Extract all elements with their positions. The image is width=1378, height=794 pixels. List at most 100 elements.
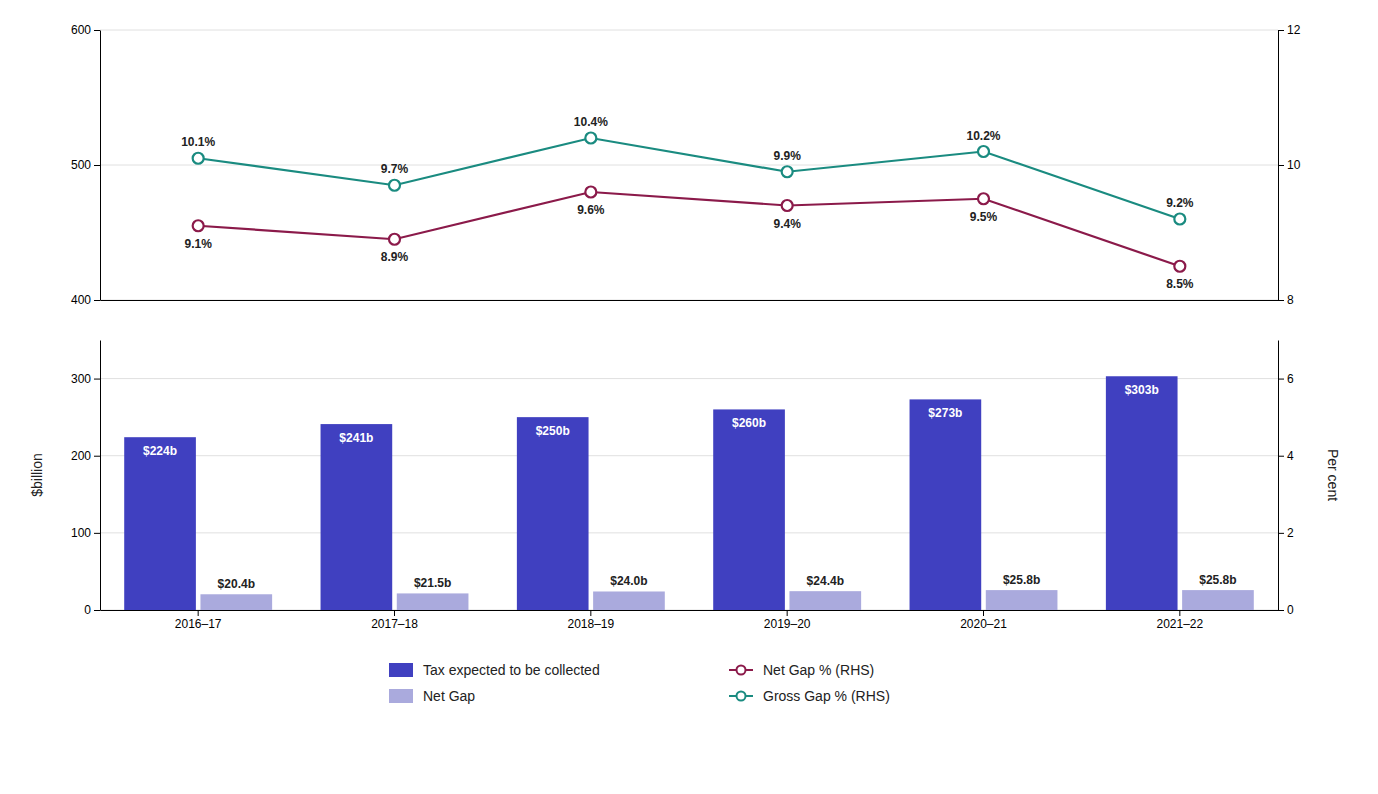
- tick-mark: [94, 456, 100, 457]
- marker: [389, 180, 400, 191]
- data-label: $24.0b: [610, 574, 647, 588]
- bar: [910, 399, 982, 610]
- legend-item: Net Gap: [389, 688, 475, 704]
- grid: [100, 379, 1278, 610]
- tick-label: 300: [71, 372, 91, 386]
- tick: 6: [1278, 372, 1294, 386]
- tick-label: 6: [1287, 372, 1294, 386]
- legend-swatch: [389, 689, 413, 703]
- marker: [193, 153, 204, 164]
- tick-label: 10: [1287, 158, 1301, 172]
- data-label: 9.7%: [381, 162, 409, 176]
- grid-line: [100, 532, 1278, 533]
- data-label: $273b: [928, 406, 962, 420]
- tick-mark: [1278, 30, 1284, 31]
- marker: [782, 166, 793, 177]
- tick: 4: [1278, 449, 1294, 463]
- y2-axis: 8 10 12: [1278, 23, 1301, 307]
- tick-mark: [198, 610, 199, 616]
- bar: [789, 591, 861, 610]
- axis-line: [101, 610, 1279, 611]
- tick-label: 600: [71, 23, 91, 37]
- tick-mark: [1278, 533, 1284, 534]
- y-axis: 0100200300: [71, 341, 101, 618]
- data-label: 9.1%: [184, 237, 212, 251]
- tick-mark: [1179, 610, 1180, 616]
- marker: [585, 133, 596, 144]
- marker: [193, 220, 204, 231]
- grid-line: [100, 300, 1278, 301]
- grid-line: [100, 165, 1278, 166]
- tick-label: 200: [71, 449, 91, 463]
- data-label: 8.9%: [381, 250, 409, 264]
- panel: 9.1%8.9%9.6%9.4%9.5%8.5%10.1%9.7%10.4%9.…: [71, 23, 1301, 307]
- marker: [978, 146, 989, 157]
- bar: [593, 591, 665, 610]
- tick-mark: [983, 610, 984, 616]
- bar: [1182, 590, 1254, 610]
- bar: [397, 593, 469, 610]
- data-label: $24.4b: [807, 574, 844, 588]
- tick: 2: [1278, 526, 1294, 540]
- tick-mark: [1278, 300, 1284, 301]
- tick: 0: [84, 603, 100, 617]
- data-label: $260b: [732, 416, 766, 430]
- y2-axis-title: Per cent: [1325, 449, 1341, 501]
- tick-mark: [94, 300, 100, 301]
- legend-label: Tax expected to be collected: [423, 662, 600, 678]
- x-axis: 2016–172017–182018–192019–202020–212021–…: [101, 610, 1279, 631]
- data-label: $241b: [339, 431, 373, 445]
- bar: [1106, 376, 1178, 610]
- data-label: 9.6%: [577, 203, 605, 217]
- tick-label: 2017–18: [371, 617, 418, 631]
- bar: [321, 424, 393, 610]
- data-label: 9.5%: [970, 210, 998, 224]
- tick-label: 400: [71, 293, 91, 307]
- data-label: $250b: [536, 424, 570, 438]
- x-axis: [101, 300, 1279, 301]
- tick-mark: [94, 165, 100, 166]
- tick-mark: [1278, 456, 1284, 457]
- bar: [124, 437, 196, 610]
- tick-label: 2019–20: [764, 617, 811, 631]
- legend-label: Net Gap: [423, 688, 475, 704]
- tick-mark: [94, 30, 100, 31]
- tick-label: 8: [1287, 293, 1294, 307]
- bar: [986, 590, 1058, 610]
- tick: 500: [71, 158, 100, 172]
- tick-label: 2020–21: [960, 617, 1007, 631]
- tick: 10: [1278, 158, 1301, 172]
- marker: [1174, 214, 1185, 225]
- tick-mark: [94, 379, 100, 380]
- data-label: 9.4%: [773, 217, 801, 231]
- tick-mark: [1278, 165, 1284, 166]
- tick-mark: [94, 610, 100, 611]
- grid: [100, 30, 1278, 300]
- data-labels: 9.1%8.9%9.6%9.4%9.5%8.5%10.1%9.7%10.4%9.…: [181, 115, 1194, 291]
- marker: [1174, 261, 1185, 272]
- tick-mark: [94, 533, 100, 534]
- grid-line: [100, 455, 1278, 456]
- legend-marker: [737, 666, 746, 675]
- tick-mark: [1278, 379, 1284, 380]
- data-label: $25.8b: [1199, 573, 1236, 587]
- tick: 2016–17: [175, 610, 222, 631]
- bar: [200, 594, 272, 610]
- tick-label: 12: [1287, 23, 1301, 37]
- data-label: 8.5%: [1166, 277, 1194, 291]
- grid-line: [100, 378, 1278, 379]
- y2-axis: 0 2 4 6: [1278, 341, 1294, 618]
- legend-item: Gross Gap % (RHS): [729, 688, 890, 704]
- line: [198, 138, 1180, 219]
- data-label: 10.2%: [966, 129, 1000, 143]
- data-label: $25.8b: [1003, 573, 1040, 587]
- marks: [124, 376, 1254, 610]
- tick-label: 2: [1287, 526, 1294, 540]
- tick: 12: [1278, 23, 1301, 37]
- data-label: 9.9%: [773, 149, 801, 163]
- line: [198, 192, 1180, 266]
- data-label: 9.2%: [1166, 196, 1194, 210]
- tick-label: 0: [1287, 603, 1294, 617]
- data-label: 10.1%: [181, 135, 215, 149]
- tick: 2021–22: [1156, 610, 1203, 631]
